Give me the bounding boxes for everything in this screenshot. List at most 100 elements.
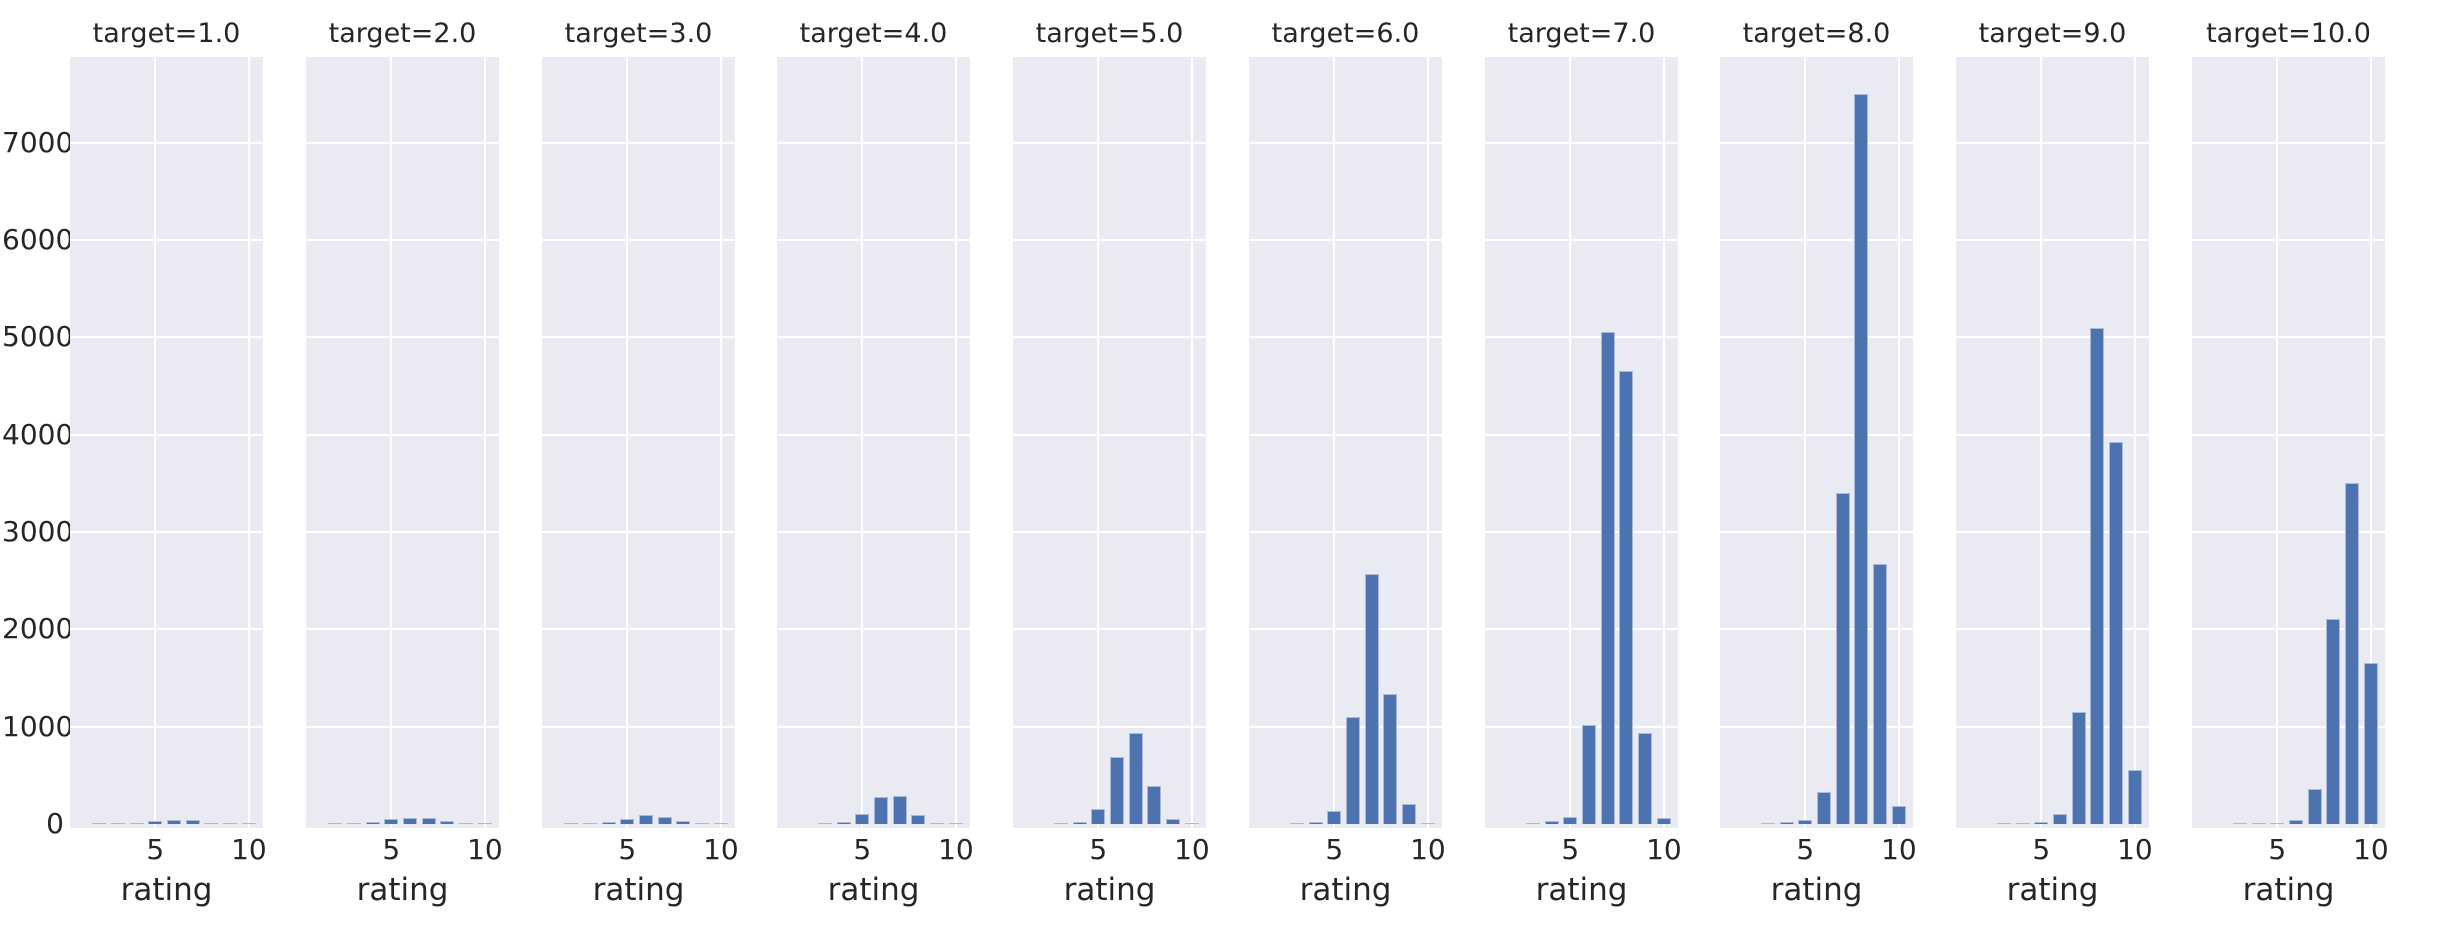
- x-axis-tick-label: 10: [2353, 833, 2389, 866]
- facet-target-6: target=6.0 5 10 rating: [1249, 0, 1446, 930]
- bar-rating-3: [1289, 823, 1304, 824]
- bar-rating-5: [1798, 820, 1813, 824]
- bar-rating-5: [384, 818, 399, 824]
- facet-title: target=4.0: [799, 18, 948, 49]
- facet-title: target=10.0: [2206, 18, 2371, 49]
- facet-target-5: target=5.0 5 10 rating: [1013, 0, 1210, 930]
- bar-rating-10: [241, 823, 256, 824]
- x-axis-tick-label: 10: [1881, 833, 1917, 866]
- bar-rating-5: [1327, 811, 1342, 824]
- gridline-vertical: [2133, 57, 2136, 828]
- gridline-vertical: [1426, 57, 1429, 828]
- gridline-vertical: [483, 57, 486, 828]
- gridline-horizontal: [777, 336, 970, 339]
- bar-rating-5: [855, 814, 870, 824]
- bar-rating-3: [1996, 823, 2011, 824]
- plot-area: [70, 57, 263, 828]
- gridline-horizontal: [70, 239, 263, 242]
- bar-rating-7: [2307, 788, 2322, 824]
- x-axis-tick-label: 5: [618, 833, 637, 866]
- bar-rating-8: [911, 815, 926, 824]
- bar-rating-10: [2363, 663, 2378, 824]
- x-axis-tick-label: 10: [231, 833, 267, 866]
- gridline-horizontal: [1956, 336, 2149, 339]
- plot-area: [2192, 57, 2385, 828]
- gridline-horizontal: [1720, 239, 1913, 242]
- facet-title: target=2.0: [328, 18, 477, 49]
- bar-rating-9: [2109, 441, 2124, 824]
- bar-rating-5: [1091, 808, 1106, 824]
- bar-rating-6: [873, 796, 888, 824]
- gridline-horizontal: [70, 531, 263, 534]
- x-axis-tick-label: 10: [2117, 833, 2153, 866]
- gridline-vertical: [861, 57, 864, 828]
- gridline-vertical: [2040, 57, 2043, 828]
- gridline-horizontal: [1013, 239, 1206, 242]
- x-axis-label: rating: [1299, 872, 1392, 908]
- gridline-vertical: [2369, 57, 2372, 828]
- gridline-horizontal: [777, 628, 970, 631]
- facet-title: target=9.0: [1978, 18, 2127, 49]
- bar-rating-8: [440, 821, 455, 824]
- bar-rating-5: [1563, 816, 1578, 824]
- facet-title: target=5.0: [1035, 18, 1184, 49]
- gridline-horizontal: [1013, 725, 1206, 728]
- bar-rating-10: [1891, 806, 1906, 824]
- bar-rating-8: [1619, 371, 1634, 824]
- bar-rating-10: [713, 823, 728, 824]
- x-axis-tick-label: 10: [1646, 833, 1682, 866]
- bar-rating-8: [2326, 618, 2341, 824]
- gridline-horizontal: [70, 725, 263, 728]
- gridline-horizontal: [777, 239, 970, 242]
- bar-rating-4: [1072, 821, 1087, 824]
- bar-rating-7: [1835, 493, 1850, 824]
- bar-rating-3: [1053, 822, 1068, 824]
- gridline-horizontal: [1013, 433, 1206, 436]
- gridline-vertical: [154, 57, 157, 828]
- gridline-vertical: [1569, 57, 1572, 828]
- gridline-vertical: [954, 57, 957, 828]
- gridline-horizontal: [542, 628, 735, 631]
- gridline-horizontal: [542, 531, 735, 534]
- bar-rating-9: [695, 823, 710, 824]
- plot-area: [1485, 57, 1678, 828]
- facet-title: target=8.0: [1742, 18, 1891, 49]
- bar-rating-7: [1600, 332, 1615, 824]
- plot-area: [1013, 57, 1206, 828]
- facet-target-10: target=10.0 5 10 rating: [2192, 0, 2389, 930]
- plot-area: [1249, 57, 1442, 828]
- bar-rating-9: [1873, 564, 1888, 824]
- gridline-horizontal: [306, 336, 499, 339]
- bar-rating-4: [1779, 822, 1794, 824]
- bar-rating-5: [2034, 822, 2049, 824]
- gridline-horizontal: [1485, 531, 1678, 534]
- gridline-horizontal: [2192, 725, 2385, 728]
- bar-rating-9: [930, 822, 945, 824]
- bar-rating-7: [892, 795, 907, 824]
- gridline-horizontal: [1249, 725, 1442, 728]
- x-axis-tick-label: 5: [2268, 833, 2287, 866]
- x-axis-tick-label: 5: [1561, 833, 1580, 866]
- gridline-vertical: [1097, 57, 1100, 828]
- gridline-horizontal: [1485, 336, 1678, 339]
- bar-rating-4: [129, 822, 144, 824]
- bar-rating-6: [1581, 724, 1596, 824]
- gridline-horizontal: [1485, 239, 1678, 242]
- x-axis-tick-label: 5: [1089, 833, 1108, 866]
- gridline-horizontal: [1956, 239, 2149, 242]
- gridline-horizontal: [70, 141, 263, 144]
- bar-rating-5: [2270, 822, 2285, 824]
- gridline-horizontal: [70, 433, 263, 436]
- bar-rating-6: [166, 819, 181, 824]
- bar-rating-3: [1760, 823, 1775, 824]
- bar-rating-10: [1656, 818, 1671, 824]
- bar-rating-8: [676, 821, 691, 824]
- facet-title: target=6.0: [1271, 18, 1420, 49]
- y-axis-tick-label: 4000: [2, 417, 74, 451]
- facet-title: target=7.0: [1507, 18, 1656, 49]
- gridline-horizontal: [2192, 239, 2385, 242]
- gridline-vertical: [1333, 57, 1336, 828]
- bar-rating-4: [836, 821, 851, 824]
- bar-rating-6: [638, 814, 653, 824]
